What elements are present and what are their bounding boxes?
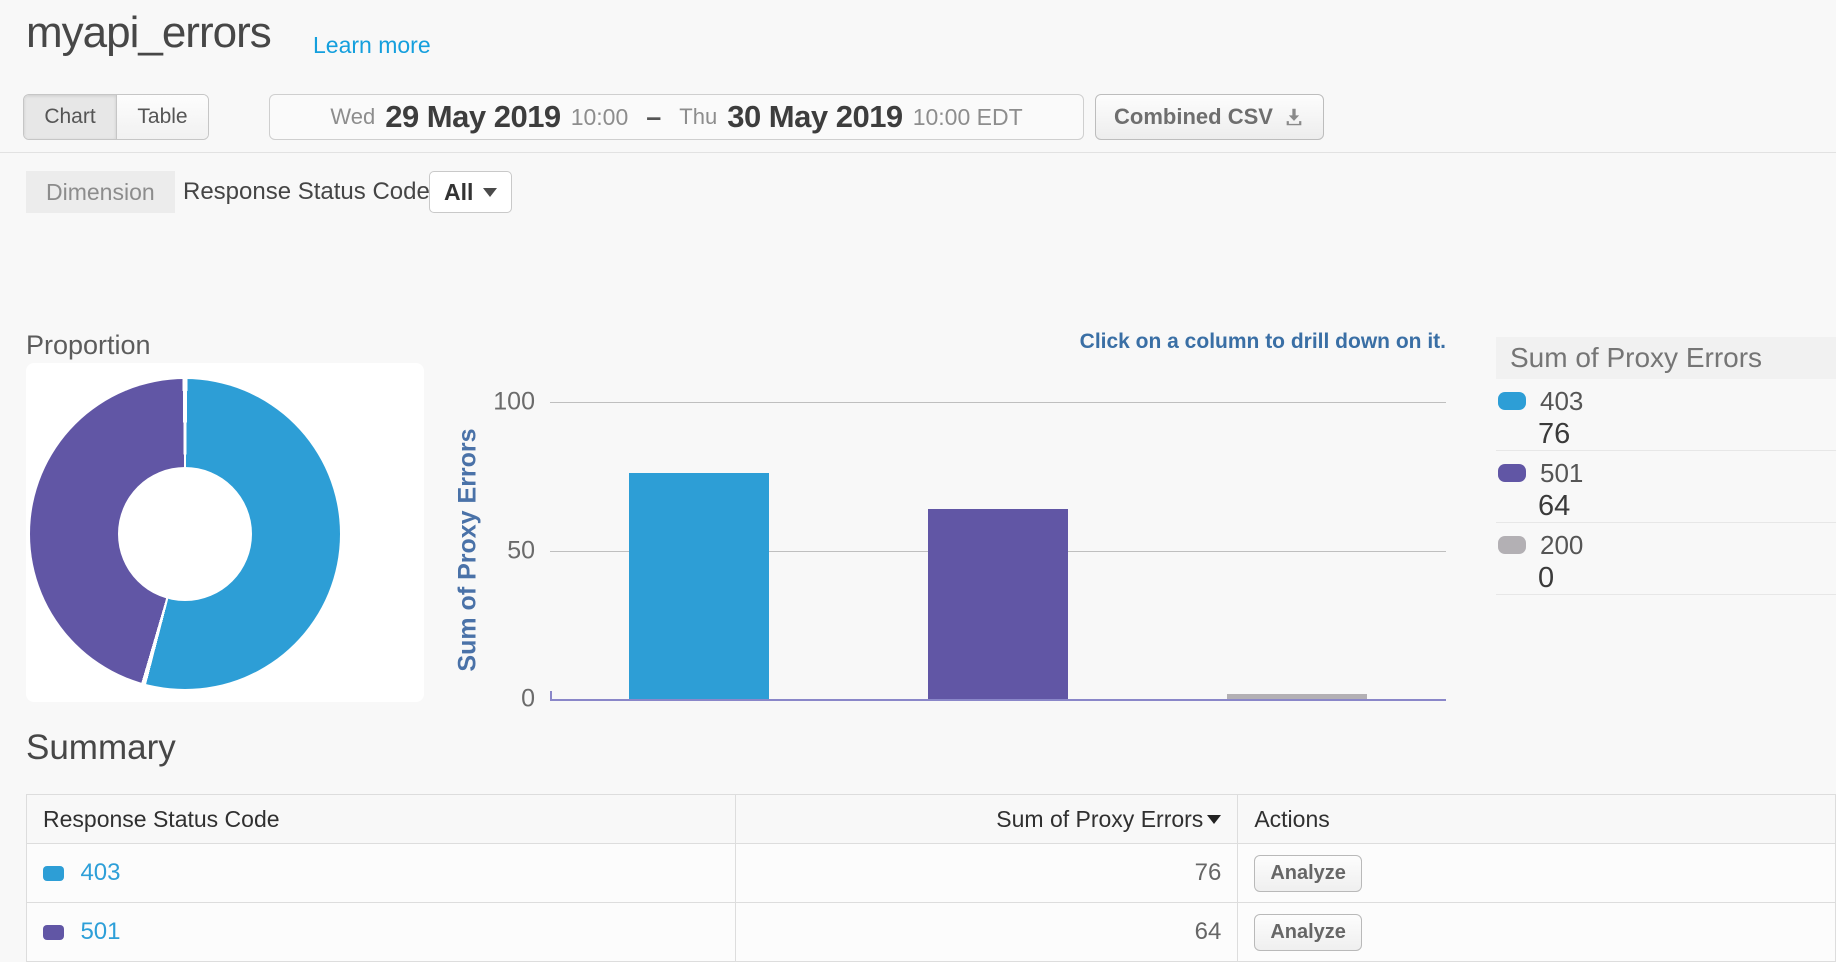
range-separator: – [646, 101, 662, 132]
view-toggle: Chart Table [23, 94, 209, 140]
sort-desc-icon [1207, 814, 1222, 824]
column-header-actions: Actions [1237, 794, 1836, 844]
dimension-chip: Dimension [26, 171, 175, 213]
row-swatch-501 [43, 924, 64, 940]
legend-entry-403: 403 76 [1496, 379, 1836, 451]
legend-label: 200 [1540, 529, 1584, 560]
end-date: 30 May 2019 [727, 99, 903, 134]
y-tick-100: 100 [493, 387, 535, 416]
x-axis-tick [550, 691, 552, 700]
table-header-row: Response Status Code Sum of Proxy Errors… [26, 794, 1836, 844]
legend-label: 501 [1540, 457, 1584, 488]
chevron-down-icon [483, 187, 498, 197]
column-header-sum-of-proxy-errors[interactable]: Sum of Proxy Errors [734, 794, 1239, 844]
legend-entry-501: 501 64 [1496, 451, 1836, 523]
bar-501[interactable] [928, 508, 1068, 699]
proportion-card [26, 363, 424, 702]
dimension-name: Response Status Code [183, 178, 430, 205]
cell-value-403: 76 [734, 843, 1239, 903]
drill-down-hint: Click on a column to drill down on it. [1079, 330, 1446, 353]
legend-title: Sum of Proxy Errors [1496, 337, 1836, 379]
chart-view-button[interactable]: Chart [24, 95, 116, 139]
y-tick-0: 0 [521, 684, 535, 713]
y-tick-50: 50 [507, 536, 535, 564]
toolbar-divider [0, 152, 1836, 153]
combined-csv-label: Combined CSV [1114, 104, 1273, 129]
summary-table: Response Status Code Sum of Proxy Errors… [26, 794, 1836, 962]
donut-chart[interactable] [30, 379, 340, 689]
analyze-button-501[interactable]: Analyze [1254, 913, 1362, 951]
donut-hole [118, 467, 252, 601]
summary-title: Summary [26, 728, 176, 767]
legend-label: 403 [1540, 385, 1584, 416]
legend-entry-200: 200 0 [1496, 523, 1836, 595]
download-icon [1286, 108, 1302, 126]
legend-value: 0 [1538, 562, 1555, 594]
bar-403[interactable] [629, 473, 770, 699]
table-view-button[interactable]: Table [116, 95, 208, 139]
start-time: 10:00 [570, 103, 629, 130]
end-day: Thu [679, 104, 718, 129]
legend-value: 64 [1538, 490, 1571, 522]
column-header-response-status-code[interactable]: Response Status Code [26, 794, 736, 844]
chart-legend: Sum of Proxy Errors 403 76 501 64 200 0 [1496, 337, 1836, 595]
legend-value: 76 [1538, 418, 1571, 450]
proportion-title: Proportion [26, 330, 151, 360]
learn-more-link[interactable]: Learn more [313, 32, 431, 58]
date-range-picker[interactable]: Wed 29 May 2019 10:00 – Thu 30 May 2019 … [269, 94, 1084, 140]
end-time: 10:00 EDT [912, 103, 1023, 130]
combined-csv-button[interactable]: Combined CSV [1095, 94, 1324, 140]
status-code-link-501[interactable]: 501 [80, 918, 121, 945]
dimension-filter-value: All [444, 178, 474, 205]
start-date: 29 May 2019 [385, 99, 561, 134]
table-row-501: 501 64 Analyze [26, 902, 1836, 962]
legend-swatch-403 [1498, 392, 1526, 410]
legend-swatch-200 [1498, 536, 1526, 554]
gridline-100 [550, 402, 1446, 403]
table-row-403: 403 76 Analyze [26, 843, 1836, 903]
bar-chart: Sum of Proxy Errors 0 50 100 [440, 320, 1450, 720]
page-title: myapi_errors [26, 8, 272, 57]
x-axis-line [550, 699, 1446, 701]
dimension-filter-dropdown[interactable]: All [429, 171, 513, 213]
analyze-button-403[interactable]: Analyze [1254, 854, 1362, 892]
start-day: Wed [330, 104, 376, 129]
row-swatch-403 [43, 865, 64, 881]
status-code-link-403[interactable]: 403 [80, 859, 121, 886]
cell-value-501: 64 [734, 902, 1239, 962]
bar-200[interactable] [1226, 694, 1367, 699]
legend-swatch-501 [1498, 464, 1526, 482]
